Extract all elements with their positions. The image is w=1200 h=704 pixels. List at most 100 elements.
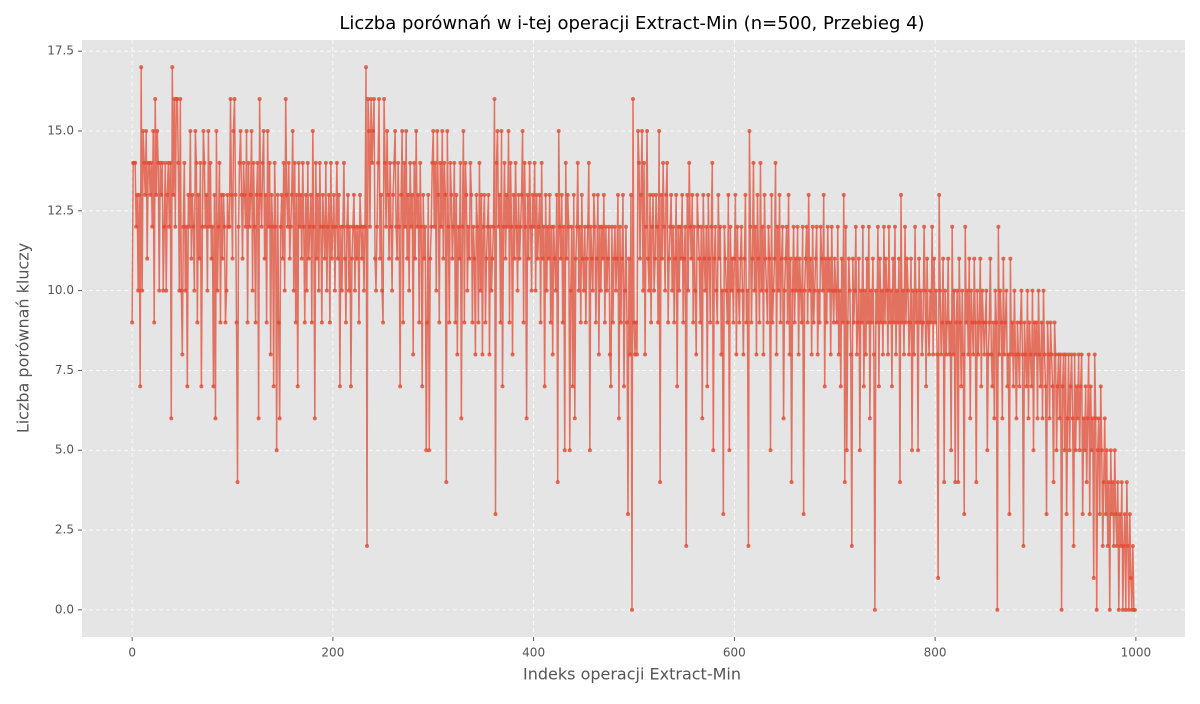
data-point: [241, 160, 246, 165]
data-point: [969, 288, 974, 293]
data-point: [436, 192, 441, 197]
data-point: [1116, 607, 1121, 612]
data-point: [982, 352, 987, 357]
data-point: [692, 224, 697, 229]
data-point: [293, 320, 298, 325]
data-point: [624, 320, 629, 325]
data-point: [948, 320, 953, 325]
data-point: [747, 128, 752, 133]
data-point: [965, 288, 970, 293]
data-point: [643, 352, 648, 357]
data-point: [565, 192, 570, 197]
data-point: [467, 256, 472, 261]
data-point: [959, 384, 964, 389]
data-point: [1058, 352, 1063, 357]
data-point: [134, 224, 139, 229]
data-point: [773, 160, 778, 165]
data-point: [319, 320, 324, 325]
data-point: [370, 160, 375, 165]
data-point: [760, 224, 765, 229]
data-point: [566, 224, 571, 229]
data-point: [664, 192, 669, 197]
data-point: [703, 288, 708, 293]
data-point: [509, 224, 514, 229]
data-point: [816, 288, 821, 293]
data-point: [595, 192, 600, 197]
data-point: [380, 288, 385, 293]
data-point: [1022, 320, 1027, 325]
data-point: [460, 224, 465, 229]
data-point: [651, 192, 656, 197]
data-point: [580, 256, 585, 261]
data-point: [186, 192, 191, 197]
data-point: [1103, 512, 1108, 517]
data-point: [384, 224, 389, 229]
data-point: [592, 224, 597, 229]
data-point: [843, 224, 848, 229]
data-point: [330, 224, 335, 229]
data-point: [918, 320, 923, 325]
data-point: [783, 256, 788, 261]
data-point: [1115, 480, 1120, 485]
data-point: [620, 192, 625, 197]
data-point: [960, 288, 965, 293]
data-point: [448, 160, 453, 165]
data-point: [244, 128, 249, 133]
data-point: [644, 224, 649, 229]
data-point: [475, 224, 480, 229]
data-point: [506, 128, 511, 133]
data-point: [445, 128, 450, 133]
data-point: [753, 224, 758, 229]
data-point: [444, 480, 449, 485]
data-point: [492, 97, 497, 102]
data-point: [403, 224, 408, 229]
data-point: [409, 224, 414, 229]
data-point: [143, 192, 148, 197]
data-point: [1085, 416, 1090, 421]
data-point: [667, 256, 672, 261]
data-point: [227, 224, 232, 229]
data-point: [590, 288, 595, 293]
data-point: [233, 192, 238, 197]
data-point: [1070, 416, 1075, 421]
data-point: [424, 448, 429, 453]
data-point: [578, 320, 583, 325]
data-point: [915, 288, 920, 293]
data-point: [183, 288, 188, 293]
data-point: [788, 256, 793, 261]
data-point: [333, 224, 338, 229]
data-point: [975, 288, 980, 293]
data-point: [639, 192, 644, 197]
data-point: [161, 288, 166, 293]
data-point: [771, 288, 776, 293]
data-point: [964, 320, 969, 325]
data-point: [694, 352, 699, 357]
data-point: [862, 288, 867, 293]
data-point: [889, 384, 894, 389]
data-point: [998, 288, 1003, 293]
data-point: [130, 320, 135, 325]
data-point: [698, 320, 703, 325]
data-point: [1126, 607, 1131, 612]
data-point: [516, 192, 521, 197]
data-point: [886, 224, 891, 229]
data-point: [1031, 448, 1036, 453]
data-point: [548, 320, 553, 325]
data-point: [1077, 448, 1082, 453]
data-point: [974, 480, 979, 485]
data-point: [150, 224, 155, 229]
data-point: [195, 320, 200, 325]
data-point: [716, 192, 721, 197]
data-point: [727, 448, 732, 453]
data-point: [1043, 384, 1048, 389]
data-point: [970, 320, 975, 325]
data-point: [561, 224, 566, 229]
y-tick-label: 7.5: [55, 363, 74, 377]
data-point: [713, 224, 718, 229]
data-point: [756, 256, 761, 261]
data-point: [950, 224, 955, 229]
data-point: [193, 128, 198, 133]
data-point: [469, 192, 474, 197]
data-point: [927, 352, 932, 357]
data-point: [447, 320, 452, 325]
